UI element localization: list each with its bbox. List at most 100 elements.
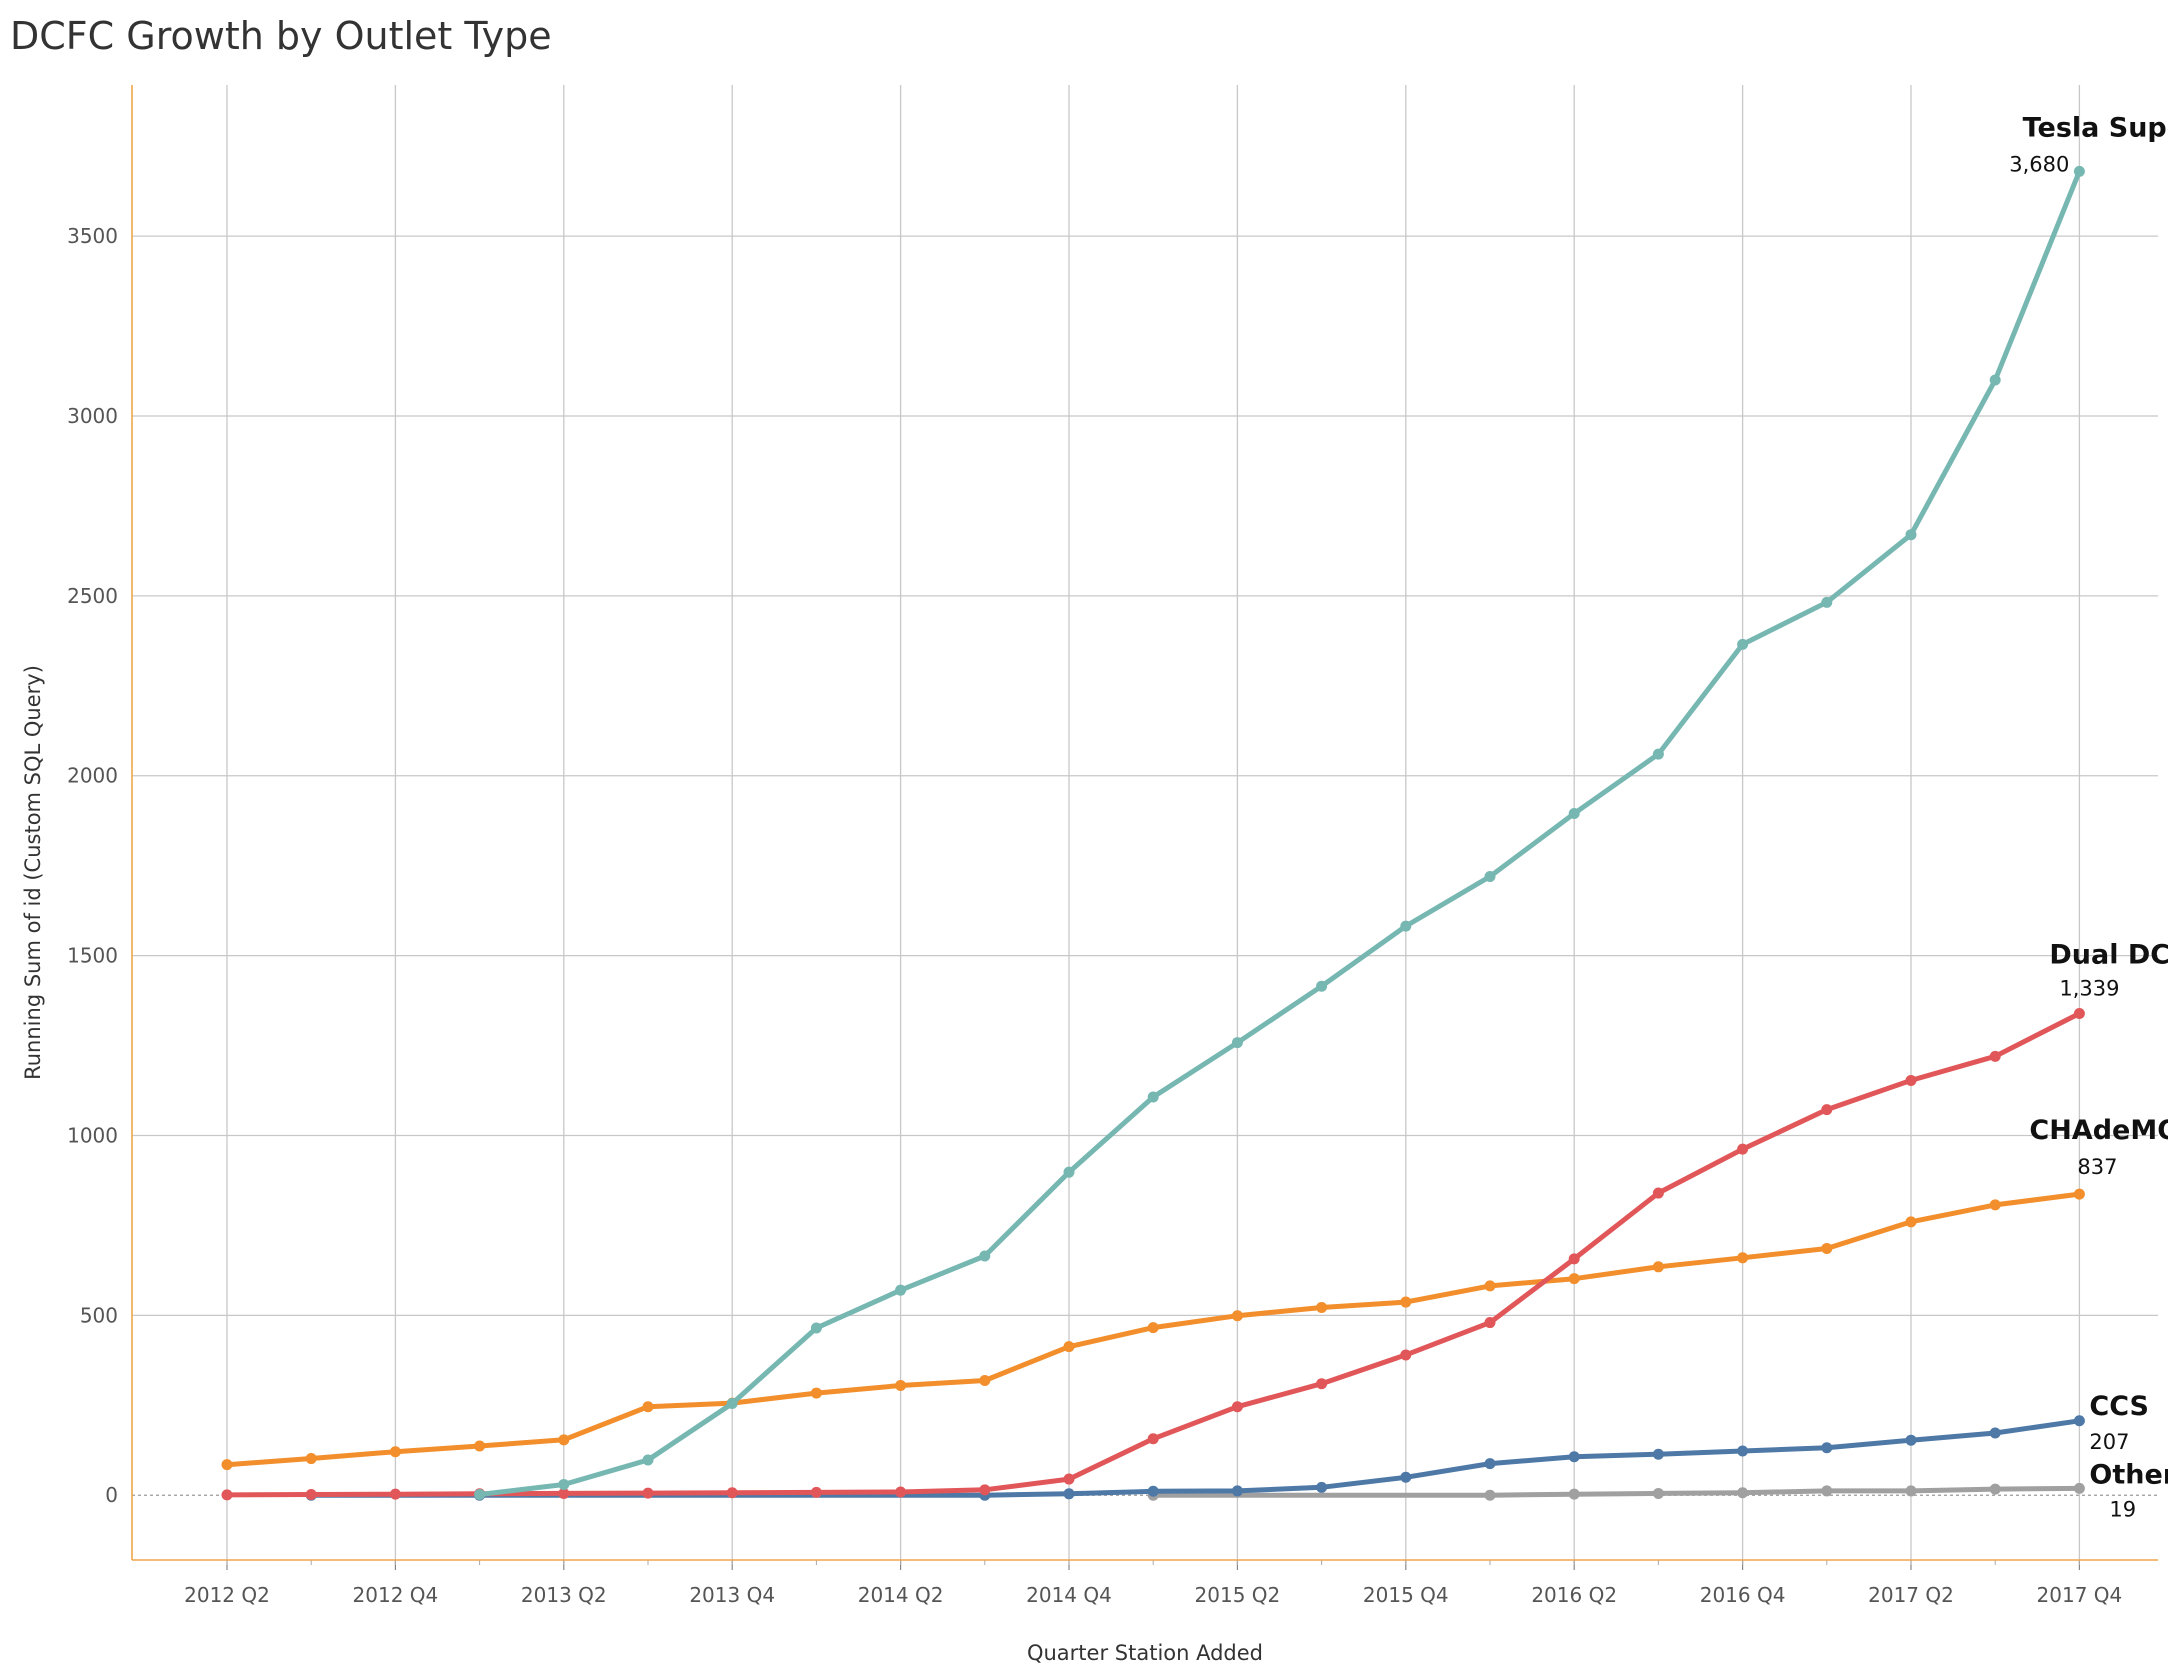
data-point-ccs xyxy=(1652,1448,1664,1460)
series-value-chademo: 837 xyxy=(2077,1155,2117,1179)
data-point-chademo xyxy=(1989,1199,2001,1211)
data-point-tesla-supercharger xyxy=(1484,870,1496,882)
data-point-chademo xyxy=(389,1446,401,1458)
data-point-other xyxy=(1484,1489,1496,1501)
data-point-dual-dcfc xyxy=(2073,1008,2085,1020)
series-label-ccs: CCS xyxy=(2089,1391,2149,1422)
x-tick-label: 2013 Q4 xyxy=(689,1583,775,1607)
data-point-tesla-supercharger xyxy=(895,1284,907,1296)
x-tick-label: 2016 Q4 xyxy=(1700,1583,1786,1607)
data-point-dual-dcfc xyxy=(810,1486,822,1498)
series-value-other: 19 xyxy=(2109,1497,2136,1521)
gridlines xyxy=(132,85,2158,1560)
data-point-tesla-supercharger xyxy=(2073,165,2085,177)
data-point-chademo xyxy=(1484,1280,1496,1292)
data-point-ccs xyxy=(1316,1481,1328,1493)
x-tick-label: 2013 Q2 xyxy=(521,1583,607,1607)
data-point-tesla-supercharger xyxy=(1147,1091,1159,1103)
x-axis-title: Quarter Station Added xyxy=(1027,1641,1263,1665)
data-point-dual-dcfc xyxy=(1147,1433,1159,1445)
y-tick-label: 1500 xyxy=(67,944,118,968)
x-tick-label: 2012 Q2 xyxy=(184,1583,270,1607)
data-point-chademo xyxy=(2073,1188,2085,1200)
data-point-dual-dcfc xyxy=(389,1488,401,1500)
data-point-dual-dcfc xyxy=(1905,1074,1917,1086)
series-line-ccs xyxy=(308,1418,2082,1498)
data-point-other xyxy=(1568,1488,1580,1500)
data-point-chademo xyxy=(1821,1242,1833,1254)
data-point-tesla-supercharger xyxy=(1652,748,1664,760)
data-point-ccs xyxy=(1400,1471,1412,1483)
y-tick-label: 1000 xyxy=(67,1123,118,1147)
data-point-chademo xyxy=(1231,1310,1243,1322)
data-point-chademo xyxy=(221,1459,233,1471)
tick-labels: 0 500 1000 1500 2000 2500 3000 3500 2012 Q2 2012 … xyxy=(67,224,2122,1607)
x-tick-label: 2017 Q2 xyxy=(1868,1583,1954,1607)
y-tick-label: 3000 xyxy=(67,404,118,428)
data-point-dual-dcfc xyxy=(1568,1253,1580,1265)
data-point-chademo xyxy=(558,1434,570,1446)
data-point-chademo xyxy=(979,1374,991,1386)
data-point-dual-dcfc xyxy=(642,1487,654,1499)
data-point-tesla-supercharger xyxy=(1231,1037,1243,1049)
data-point-dual-dcfc xyxy=(1400,1349,1412,1361)
axes xyxy=(131,85,2158,1570)
data-point-ccs xyxy=(1568,1451,1580,1463)
data-point-dual-dcfc xyxy=(726,1487,738,1499)
data-point-tesla-supercharger xyxy=(1905,529,1917,541)
data-point-ccs xyxy=(2073,1415,2085,1427)
data-point-tesla-supercharger xyxy=(1989,374,2001,386)
x-tick-label: 2015 Q4 xyxy=(1363,1583,1449,1607)
data-point-other xyxy=(1905,1485,1917,1497)
y-tick-label: 0 xyxy=(105,1483,118,1507)
data-point-ccs xyxy=(1063,1488,1075,1500)
data-point-chademo xyxy=(1316,1301,1328,1313)
data-point-other xyxy=(1737,1487,1749,1499)
y-tick-label: 3500 xyxy=(67,224,118,248)
series-label-other: Other xyxy=(2089,1459,2168,1490)
y-axis-title: Running Sum of id (Custom SQL Query) xyxy=(21,665,45,1080)
data-point-chademo xyxy=(1652,1261,1664,1273)
data-point-dual-dcfc xyxy=(895,1486,907,1498)
data-point-other xyxy=(1652,1487,1664,1499)
data-point-chademo xyxy=(810,1387,822,1399)
data-point-ccs xyxy=(1737,1445,1749,1457)
series-end-labels: Other 19 CCS 207 CHAdeMO 837 Dual DCFC 1,339 Tes… xyxy=(2009,112,2168,1521)
data-point-chademo xyxy=(642,1401,654,1413)
data-point-tesla-supercharger xyxy=(1568,808,1580,820)
series-value-dual-dcfc: 1,339 xyxy=(2059,977,2119,1001)
data-point-chademo xyxy=(1147,1322,1159,1334)
data-point-dual-dcfc xyxy=(979,1484,991,1496)
series-line-tesla-supercharger xyxy=(477,168,2082,1497)
data-point-tesla-supercharger xyxy=(810,1322,822,1334)
series-line-dual-dcfc xyxy=(224,1011,2082,1498)
x-tick-label: 2017 Q4 xyxy=(2037,1583,2123,1607)
data-point-ccs xyxy=(1147,1485,1159,1497)
data-point-other xyxy=(1989,1483,2001,1495)
series-value-ccs: 207 xyxy=(2089,1430,2129,1454)
y-tick-label: 500 xyxy=(80,1303,118,1327)
data-point-dual-dcfc xyxy=(1231,1401,1243,1413)
data-point-dual-dcfc xyxy=(1652,1187,1664,1199)
series-label-dual-dcfc: Dual DCFC xyxy=(2049,940,2168,971)
data-point-tesla-supercharger xyxy=(1063,1166,1075,1178)
data-point-tesla-supercharger xyxy=(979,1250,991,1262)
x-tick-label: 2016 Q2 xyxy=(1531,1583,1617,1607)
data-point-chademo xyxy=(1063,1341,1075,1353)
data-point-other xyxy=(2073,1482,2085,1494)
data-point-chademo xyxy=(1568,1273,1580,1285)
data-point-tesla-supercharger xyxy=(1316,980,1328,992)
data-point-dual-dcfc xyxy=(1821,1104,1833,1116)
data-point-chademo xyxy=(1400,1296,1412,1308)
data-point-dual-dcfc xyxy=(1063,1473,1075,1485)
data-point-dual-dcfc xyxy=(1989,1050,2001,1062)
data-point-chademo xyxy=(895,1380,907,1392)
data-point-other xyxy=(1821,1485,1833,1497)
data-point-ccs xyxy=(1989,1427,2001,1439)
data-point-ccs xyxy=(1484,1458,1496,1470)
data-point-ccs xyxy=(1905,1434,1917,1446)
data-point-dual-dcfc xyxy=(1484,1317,1496,1329)
data-point-tesla-supercharger xyxy=(474,1489,486,1501)
chart-title: DCFC Growth by Outlet Type xyxy=(10,14,552,58)
